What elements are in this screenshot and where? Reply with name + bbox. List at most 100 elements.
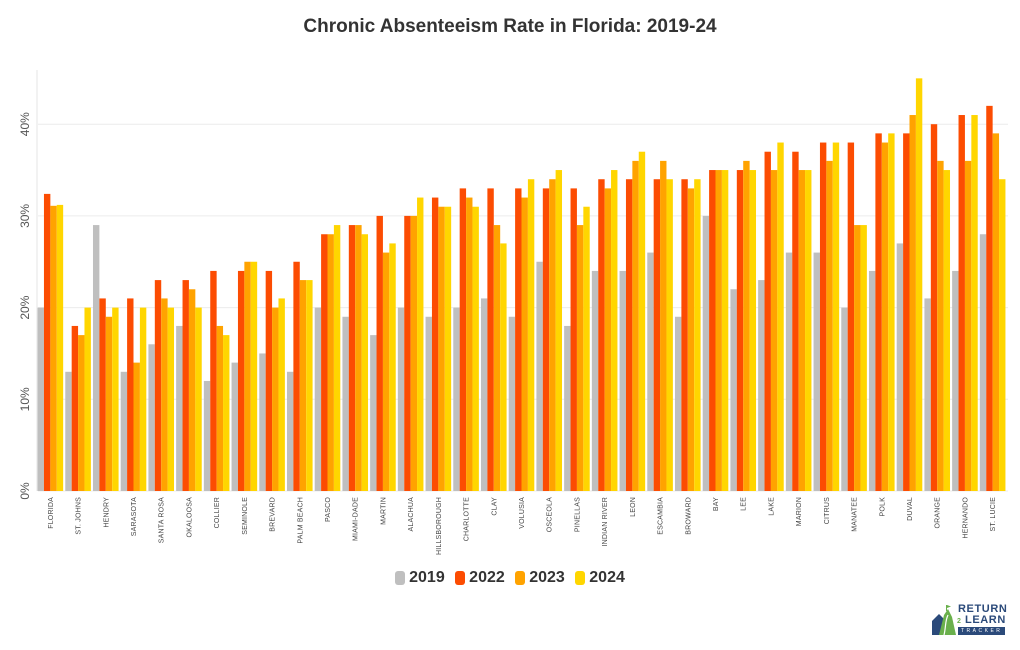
bar-2022[interactable] (404, 215, 411, 491)
bar-2023[interactable] (410, 215, 418, 491)
bar-2023[interactable] (576, 225, 584, 491)
bar-2024[interactable] (915, 78, 923, 491)
bar-2019[interactable] (480, 298, 488, 491)
bar-2023[interactable] (244, 261, 251, 491)
bar-2019[interactable] (841, 307, 848, 491)
bar-2022[interactable] (43, 193, 51, 491)
bar-2022[interactable] (71, 325, 79, 491)
bar-2019[interactable] (868, 270, 876, 491)
bar-2023[interactable] (715, 170, 722, 492)
bar-2023[interactable] (798, 170, 806, 492)
bar-2023[interactable] (188, 289, 196, 491)
bar-2019[interactable] (508, 316, 516, 491)
bar-2022[interactable] (265, 270, 273, 491)
bar-2023[interactable] (521, 197, 528, 491)
bar-2024[interactable] (805, 170, 812, 492)
bar-2023[interactable] (133, 362, 140, 491)
bar-2022[interactable] (930, 124, 938, 491)
bar-2022[interactable] (792, 151, 799, 491)
bar-2022[interactable] (847, 142, 855, 492)
bar-2024[interactable] (500, 243, 507, 491)
bar-2019[interactable] (120, 371, 128, 491)
bar-2024[interactable] (527, 179, 535, 491)
bar-2024[interactable] (444, 206, 452, 492)
bar-2023[interactable] (272, 307, 279, 491)
bar-2019[interactable] (730, 289, 737, 491)
bar-2024[interactable] (306, 280, 313, 491)
bar-2023[interactable] (964, 160, 972, 491)
bar-2019[interactable] (924, 298, 931, 491)
bar-2022[interactable] (736, 170, 744, 492)
bar-2019[interactable] (453, 307, 460, 491)
bar-2022[interactable] (348, 225, 356, 491)
bar-2019[interactable] (203, 380, 211, 491)
bar-2024[interactable] (417, 197, 424, 491)
bar-2019[interactable] (148, 344, 155, 491)
bar-2019[interactable] (342, 316, 349, 491)
bar-2019[interactable] (591, 270, 599, 491)
legend-item-2022[interactable]: 2022 (455, 569, 505, 587)
bar-2024[interactable] (167, 307, 175, 491)
bar-2023[interactable] (438, 206, 445, 492)
bar-2024[interactable] (361, 234, 369, 492)
bar-2023[interactable] (355, 225, 362, 491)
bar-2022[interactable] (625, 179, 633, 491)
bar-2022[interactable] (431, 197, 439, 491)
bar-2024[interactable] (250, 261, 258, 491)
bar-2022[interactable] (598, 179, 605, 491)
bar-2024[interactable] (694, 179, 701, 491)
bar-2023[interactable] (687, 188, 695, 491)
legend-item-2024[interactable]: 2024 (575, 569, 625, 587)
bar-2022[interactable] (764, 151, 771, 491)
bar-2019[interactable] (702, 215, 710, 491)
bar-2019[interactable] (65, 371, 72, 491)
legend-item-2023[interactable]: 2023 (515, 569, 565, 587)
bar-2019[interactable] (785, 252, 793, 491)
bar-2023[interactable] (549, 179, 556, 491)
bar-2024[interactable] (860, 225, 867, 491)
bar-2019[interactable] (92, 225, 100, 491)
bar-2019[interactable] (314, 307, 322, 491)
bar-2019[interactable] (674, 316, 682, 491)
bar-2023[interactable] (937, 160, 944, 491)
bar-2019[interactable] (176, 325, 183, 491)
bar-2022[interactable] (958, 115, 965, 491)
bar-2019[interactable] (286, 371, 294, 491)
bar-2022[interactable] (875, 133, 882, 491)
bar-2022[interactable] (487, 188, 494, 491)
bar-2022[interactable] (459, 188, 467, 491)
bar-2023[interactable] (909, 115, 916, 491)
bar-2024[interactable] (555, 170, 563, 492)
bar-2024[interactable] (777, 142, 784, 492)
bar-2024[interactable] (721, 170, 729, 492)
bar-2019[interactable] (259, 353, 266, 491)
bar-2024[interactable] (112, 307, 119, 491)
bar-2023[interactable] (299, 280, 307, 491)
bar-2024[interactable] (84, 307, 91, 491)
bar-2019[interactable] (619, 270, 626, 491)
bar-2019[interactable] (979, 234, 987, 492)
bar-2024[interactable] (943, 170, 951, 492)
bar-2022[interactable] (986, 105, 993, 492)
bar-2023[interactable] (826, 160, 833, 491)
bar-2023[interactable] (50, 205, 57, 492)
bar-2019[interactable] (536, 261, 543, 491)
bar-2019[interactable] (370, 335, 377, 491)
bar-2024[interactable] (139, 307, 147, 491)
bar-2023[interactable] (382, 252, 390, 491)
bar-2023[interactable] (854, 225, 861, 491)
bar-2019[interactable] (37, 307, 44, 491)
bar-2019[interactable] (952, 270, 959, 491)
bar-2024[interactable] (999, 179, 1006, 491)
bar-2023[interactable] (604, 188, 612, 491)
bar-2024[interactable] (971, 115, 978, 491)
bar-2022[interactable] (293, 261, 300, 491)
bar-2024[interactable] (749, 170, 757, 492)
bar-2023[interactable] (743, 160, 750, 491)
bar-2019[interactable] (813, 252, 820, 491)
bar-2019[interactable] (758, 280, 765, 491)
bar-2024[interactable] (195, 307, 202, 491)
bar-2023[interactable] (161, 298, 168, 491)
bar-2023[interactable] (327, 234, 334, 492)
bar-2023[interactable] (881, 142, 889, 492)
